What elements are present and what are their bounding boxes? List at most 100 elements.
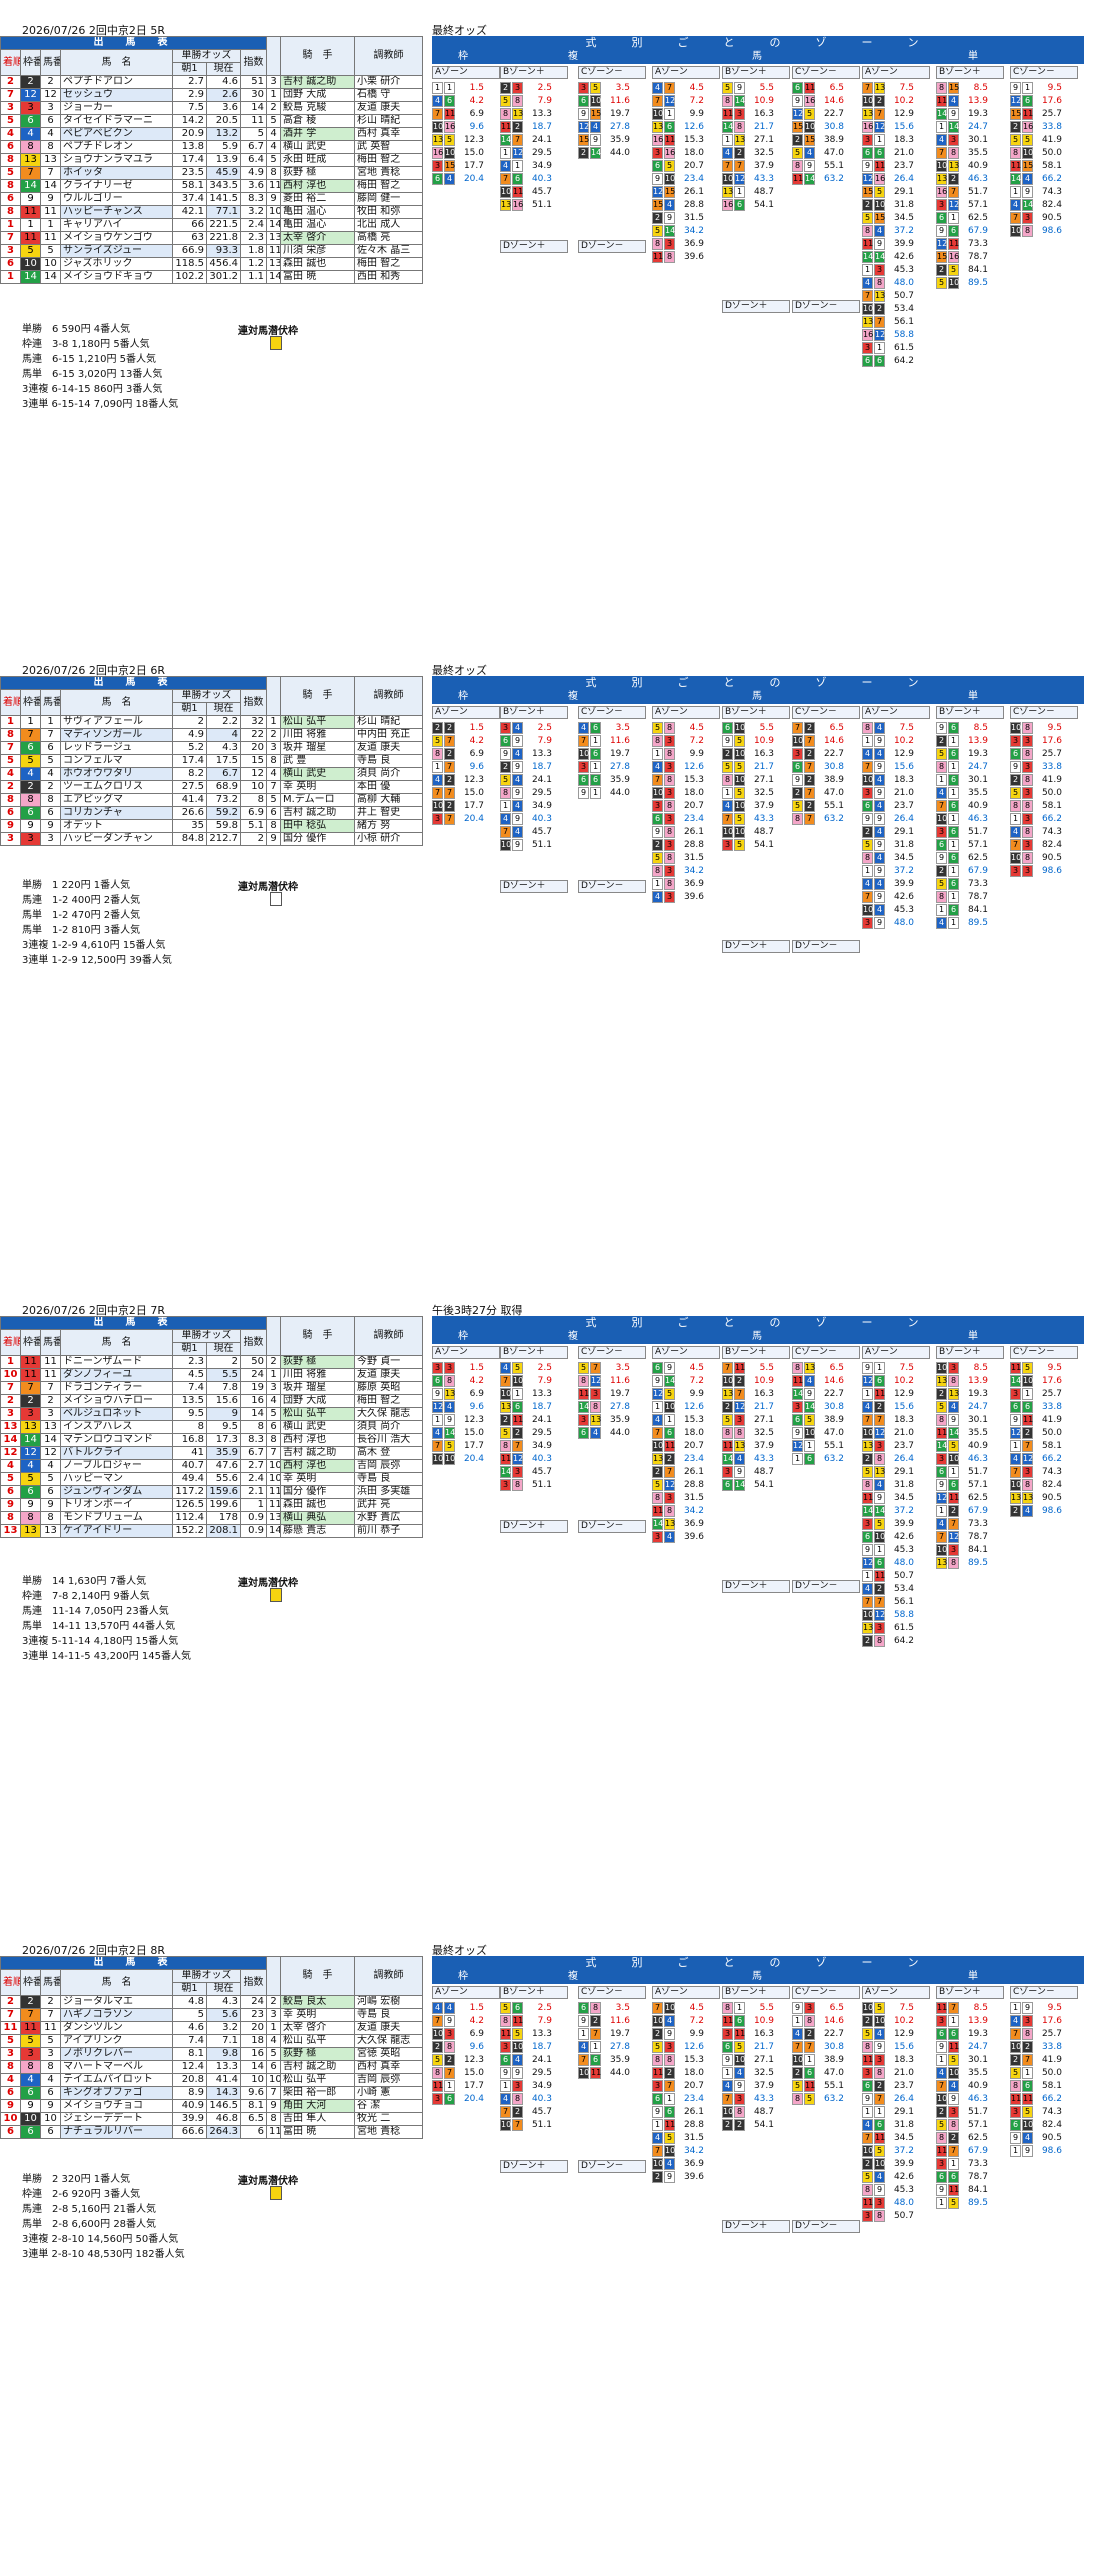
zone-cell: 10 1 46.3 [936,813,988,825]
payout-line: 枠連 3-8 1,180円 5番人気 [22,339,150,350]
entry-row: 5 5 5 アイプリンク 7.4 7.1 18 4 松山 弘平 大久保 龍志 [0,2034,424,2048]
entry-row: 2 2 2 メイショウハテロー 13.5 15.6 16 4 団野 大成 梅田 … [0,1394,424,1408]
zone-cell: 9 11 23.7 [862,160,916,173]
payout-list: 単勝 1 220円 1番人気 馬連 1-2 400円 2番人気 馬単 1-2 470… [22,878,172,968]
zone-cell: 4 2 22.7 [792,2028,846,2041]
zone-cell: 3 2 22.7 [792,748,846,761]
zone-cell: 12 5 9.9 [652,1388,704,1400]
col-idx: 指数 [239,1329,268,1356]
zone-cell: 7 6 40.9 [936,800,990,813]
zone-cell: 15 11 25.7 [1010,108,1062,120]
zone-cell: 13 13 90.5 [1010,1492,1062,1504]
zone-cell: 10 4 18.3 [862,774,914,786]
zone-cell: 8 4 34.5 [862,852,916,865]
zone-cell: 11 3 19.7 [578,1388,630,1400]
col-odds-first: 朝1 [172,62,207,76]
zone-cell: 10 2 10.9 [722,1375,774,1387]
zone-subheader: 枠 [432,1970,494,1984]
zone-cell: 1 10 12.6 [652,1401,706,1414]
zone-cell: 2 11 24.1 [500,1414,554,1427]
zone-subheader: 枠 [432,690,494,704]
zone-subheader: 複 [494,1970,652,1984]
col-waku: 枠番 [20,49,41,76]
zone-cell: 2 3 28.8 [652,839,706,852]
zone-label: Bゾーン＋ [936,1346,1004,1359]
zone-cell: 8 9 15.6 [862,2041,916,2054]
table-title: 出 馬 表 [0,676,268,690]
payout-line: 馬単 1-2 810円 3番人気 [22,925,141,936]
payout-line: 馬連 2-8 5,160円 21番人気 [22,2204,157,2215]
zone-cell: 11 7 67.9 [936,2145,988,2157]
zone-column: 4 7 4.5 7 12 7.2 10 1 9.9 13 6 12.6 16 11 15.3 3 16 18.0 6… [652,82,706,264]
zone-label: Cゾーン－ [792,1986,860,1999]
zone-column: 9 6 8.5 2 1 13.9 5 6 19.3 8 1 24.7 1 6 30.1 4 1 35.5 7 6 40.… [936,722,990,930]
zone-label: Aゾーン [652,1986,720,1999]
zone-cell: 3 13 35.9 [578,1414,632,1427]
odds-title: 最終オッズ [432,664,487,677]
zone-cell: 3 8 51.1 [500,1479,554,1492]
zone-cell: 10 1 9.9 [652,108,704,120]
entry-row: 7 12 12 セッシュウ 2.9 2.6 30 1 団野 大成 石橋 守 [0,88,424,102]
zone-cell: 3 8 50.7 [862,2210,916,2223]
zone-cell: 3 7 20.7 [652,2080,706,2093]
zone-label: Aゾーン [652,706,720,719]
zone-cell: 3 1 18.3 [862,134,916,147]
entry-row: 5 6 6 タイセイドラマーニ 14.2 20.5 11 5 高倉 稜 杉山 晴… [0,114,424,128]
zone-cell: 9 14 7.2 [652,1375,706,1388]
col-odds: 単勝オッズ [172,1969,241,1983]
col-trainer: 調教師 [354,1956,424,1996]
zone-cell: 5 8 57.1 [936,2119,990,2132]
zone-cell: 10 12 43.3 [722,173,774,185]
col-uma: 馬番 [40,689,61,716]
zone-cell: 10 2 10.2 [862,95,914,107]
entry-row: 9 9 9 トリオンボーイ 126.5 199.6 1 11 森田 誠也 武井 … [0,1498,424,1512]
zone-cell: 4 9 40.3 [500,813,554,826]
zone-label: Bゾーン＋ [722,1346,790,1359]
col-uma: 馬番 [40,49,61,76]
zone-cell: 4 6 31.8 [862,2119,916,2132]
zone-cell: 1 6 63.2 [792,1453,846,1466]
zone-cell: 9 11 41.9 [1010,1414,1064,1427]
zone-cell: 7 10 34.2 [652,2145,706,2158]
zone-cell: 2 2 1.5 [432,722,486,735]
zone-cell: 4 6 3.5 [578,722,632,735]
zone-subheader: 馬 [652,690,862,704]
zone-cell: 13 1 48.7 [722,186,774,198]
zone-cell: 8 7 34.9 [500,1440,554,1453]
zone-cell: 11 5 9.5 [1010,1362,1062,1374]
zone-cell: 10 10 48.7 [722,826,774,838]
zone-cell: 1 8 36.9 [652,878,706,891]
zone-cell: 8 4 7.5 [862,722,916,735]
zone-cell: 4 9 37.9 [722,2080,776,2093]
zone-cell: 5 8 4.5 [652,722,706,735]
zone-cell: 7 8 25.7 [1010,2028,1064,2041]
zone-cell: 9 1 9.5 [1010,82,1064,95]
zone-cell: 13 7 16.3 [722,1388,774,1400]
zone-cell: 11 1 17.7 [432,2080,484,2092]
payout-line: 3連単 2-8-10 48,530円 182番人気 [22,2249,185,2260]
odds-title: 最終オッズ [432,1944,487,1957]
zone-cell: 6 10 5.5 [722,722,776,735]
zone-cell: 7 7 37.9 [722,160,776,173]
zone-subheader: 単 [862,1970,1084,1984]
col-odds-now: 現在 [206,1982,241,1996]
zone-cell: 12 2 50.0 [1010,1427,1062,1439]
zone-cell: 13 2 23.4 [652,1453,704,1465]
zone-column: 6 8 3.5 9 2 11.6 1 7 19.7 4 1 27.8 7 6 35.9 10 11 44.0 [578,2002,632,2080]
zone-cell: 9 16 14.6 [792,95,846,108]
zone-cell: 4 2 12.3 [432,774,486,787]
zone-cell: 1 5 32.5 [722,787,776,800]
zone-cell: 2 9 39.6 [652,2171,706,2184]
zone-cell: 3 12 57.1 [936,199,990,212]
zone-column: 4 6 3.5 7 1 11.6 10 6 19.7 3 1 27.8 6 6 35.9 9 1 44.0 [578,722,632,800]
zone-column: 5 6 2.5 8 11 7.9 11 5 13.3 3 10 18.7 6 4 24.1 9 9 29.5 1 3 3… [500,2002,554,2132]
zone-title: 式 別 ご と の ゾ ー ン [432,1316,1084,1330]
zone-label: Bゾーン＋ [936,1986,1004,1999]
zone-cell: 7 12 7.2 [652,95,706,108]
zone-cell: 9 5 10.9 [722,735,776,748]
zone-cell: 2 8 41.9 [1010,774,1064,787]
zone-cell: 10 16 9.6 [432,121,484,133]
zone-cell: 11 3 18.3 [862,2054,914,2066]
zone-label: Aゾーン [862,66,930,79]
